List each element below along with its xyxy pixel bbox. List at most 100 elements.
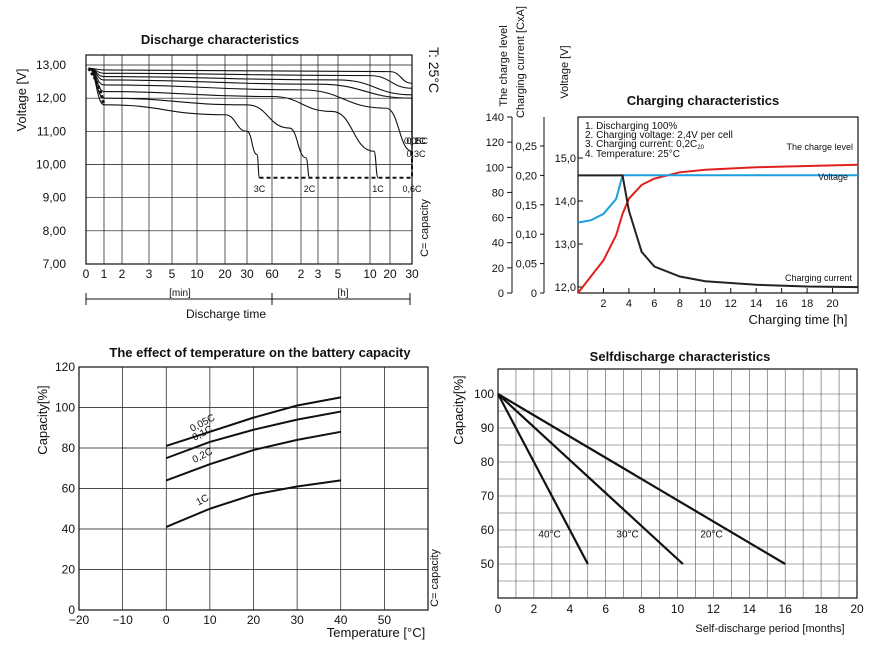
discharge-x-tick: 0 bbox=[83, 267, 90, 281]
selfdischarge-x-tick: 0 bbox=[495, 602, 502, 616]
discharge-xlabel: Discharge time bbox=[186, 307, 266, 321]
temperature-title: The effect of temperature on the battery… bbox=[109, 345, 411, 360]
charging-x-tick: 18 bbox=[801, 298, 813, 310]
charging-note-3-sub: 20 bbox=[697, 145, 704, 151]
discharge-x-tick: 30 bbox=[405, 267, 419, 281]
discharge-y-tick: 9,00 bbox=[43, 191, 67, 205]
charging-series-line bbox=[577, 174, 858, 224]
charging-current-axis-title-line: Charging current [CxA] bbox=[515, 6, 527, 118]
selfdischarge-x-tick: 10 bbox=[671, 602, 685, 616]
charging-series bbox=[577, 163, 859, 294]
discharge-series-label: 2C bbox=[304, 184, 316, 194]
charging-x-tick: 16 bbox=[776, 298, 788, 310]
temperature-y-tick: 80 bbox=[62, 441, 76, 455]
selfdischarge-y-tick: 100 bbox=[474, 387, 494, 401]
discharge-x-tick: 1 bbox=[101, 267, 108, 281]
charging-level-tick: 20 bbox=[492, 263, 504, 275]
charging-series-line bbox=[577, 174, 859, 289]
temperature-xlabel: Temperature [°C] bbox=[327, 625, 425, 640]
discharge-series-line bbox=[88, 67, 311, 179]
selfdischarge-series-label: 40°C bbox=[538, 529, 560, 540]
selfdischarge-title: Selfdischarge characteristics bbox=[590, 349, 771, 364]
discharge-series-line bbox=[88, 67, 379, 179]
selfdischarge-chart: Selfdischarge characteristics Capacity[%… bbox=[451, 349, 864, 635]
charging-current-tick: 0,15 bbox=[516, 200, 537, 212]
discharge-series-line bbox=[88, 67, 413, 148]
charging-note-3-text: 3. Charging current: 0,2C bbox=[585, 139, 697, 150]
charging-x-tick: 14 bbox=[750, 298, 762, 310]
selfdischarge-grid: 100 90 80 70 60 50 0 2 4 6 8 10 12 14 16 18 20 bbox=[474, 368, 864, 616]
temperature-chart: The effect of temperature on the battery… bbox=[35, 345, 441, 640]
temperature-series-line bbox=[165, 410, 341, 460]
selfdischarge-x-tick: 20 bbox=[850, 602, 864, 616]
selfdischarge-xlabel: Self-discharge period [months] bbox=[695, 623, 844, 635]
charging-current-axis-title: Charging current [CxA] bbox=[515, 6, 527, 118]
discharge-hour-label: [h] bbox=[337, 288, 348, 299]
selfdischarge-series: 40°C 30°C 20°C bbox=[497, 393, 786, 565]
charging-note-4: 4. Temperature: 25°C bbox=[585, 149, 680, 160]
temperature-series-line bbox=[165, 430, 341, 482]
selfdischarge-x-tick: 18 bbox=[814, 602, 828, 616]
discharge-x-tick: 3 bbox=[315, 267, 322, 281]
selfdischarge-series-label: 30°C bbox=[616, 529, 638, 540]
discharge-plot-frame bbox=[85, 54, 413, 265]
charging-xlabel: Charging time [h] bbox=[749, 312, 848, 327]
charging-voltage-tick: 15,0 bbox=[555, 153, 576, 165]
charging-current-tick: 0,05 bbox=[516, 259, 537, 271]
temperature-x-tick: −20 bbox=[69, 613, 90, 627]
temperature-x-tick: 50 bbox=[378, 613, 392, 627]
charging-note-3: 3. Charging current: 0,2C20 bbox=[585, 139, 705, 151]
charging-x-tick: 10 bbox=[699, 298, 711, 310]
charging-level-tick: 120 bbox=[486, 137, 504, 149]
charging-series-line bbox=[577, 163, 859, 294]
selfdischarge-x-tick: 14 bbox=[743, 602, 757, 616]
charging-voltage-tick: 12,0 bbox=[555, 282, 576, 294]
discharge-x-tick: 10 bbox=[363, 267, 377, 281]
charging-note-2: 2. Charging voltage: 2,4V per cell bbox=[585, 130, 733, 141]
discharge-chart: Discharge characteristics Voltage [V] T:… bbox=[14, 32, 442, 321]
selfdischarge-series-label: 20°C bbox=[700, 529, 722, 540]
discharge-title: Discharge characteristics bbox=[141, 32, 299, 47]
selfdischarge-y-tick: 50 bbox=[481, 557, 495, 571]
charging-voltage-axis-title: Voltage [V] bbox=[559, 45, 571, 98]
temperature-y-tick: 40 bbox=[62, 522, 76, 536]
discharge-x-tick: 60 bbox=[265, 267, 279, 281]
temperature-y-tick: 120 bbox=[55, 360, 75, 374]
charging-level-tick: 40 bbox=[492, 238, 504, 250]
discharge-side-label: T: 25°C bbox=[426, 47, 442, 93]
discharge-series-label: 0,2C bbox=[406, 136, 426, 146]
discharge-series-line bbox=[88, 67, 261, 179]
charging-title: Charging characteristics bbox=[627, 93, 779, 108]
temperature-x-tick: 10 bbox=[203, 613, 217, 627]
charging-level-axis-title: The charge level bbox=[498, 25, 510, 106]
discharge-x-ticks: 0 1 2 3 5 10 20 30 60 2 3 5 10 20 30 bbox=[83, 267, 419, 281]
discharge-end-voltage-curve bbox=[259, 147, 413, 179]
selfdischarge-x-tick: 12 bbox=[707, 602, 721, 616]
temperature-x-tick: 30 bbox=[290, 613, 304, 627]
charging-series-label-level: The charge level bbox=[786, 142, 853, 152]
discharge-note: C= capacity bbox=[419, 199, 431, 257]
temperature-series-label: 1C bbox=[194, 493, 210, 509]
temperature-x-tick: 20 bbox=[247, 613, 261, 627]
discharge-y-tick: 11,00 bbox=[37, 124, 66, 138]
charging-current-tick: 0,10 bbox=[516, 229, 537, 241]
selfdischarge-x-tick: 8 bbox=[638, 602, 645, 616]
charging-series-label-voltage: Voltage bbox=[818, 172, 848, 182]
temperature-note: C= capacity bbox=[429, 549, 441, 607]
discharge-y-tick: 12,00 bbox=[36, 91, 66, 105]
charging-current-tick: 0,25 bbox=[516, 141, 537, 153]
charging-level-tick: 80 bbox=[492, 187, 504, 199]
selfdischarge-y-tick: 90 bbox=[481, 421, 495, 435]
discharge-y-ticks: 13,00 12,00 11,00 10,00 9,00 8,00 7,00 bbox=[36, 58, 66, 271]
selfdischarge-series-line bbox=[497, 393, 589, 565]
discharge-y-tick: 7,00 bbox=[43, 257, 67, 271]
selfdischarge-y-tick: 70 bbox=[481, 489, 495, 503]
temperature-y-tick: 20 bbox=[62, 563, 76, 577]
charging-axes: 140 120 100 80 60 40 20 0 0,25 0,20 0,15 0,10 0,05 0 1… bbox=[486, 112, 859, 310]
discharge-series-label: 0,05C bbox=[404, 136, 429, 146]
charging-x-tick: 20 bbox=[826, 298, 838, 310]
temperature-x-tick: 40 bbox=[334, 613, 348, 627]
charging-current-tick: 0 bbox=[531, 288, 537, 300]
